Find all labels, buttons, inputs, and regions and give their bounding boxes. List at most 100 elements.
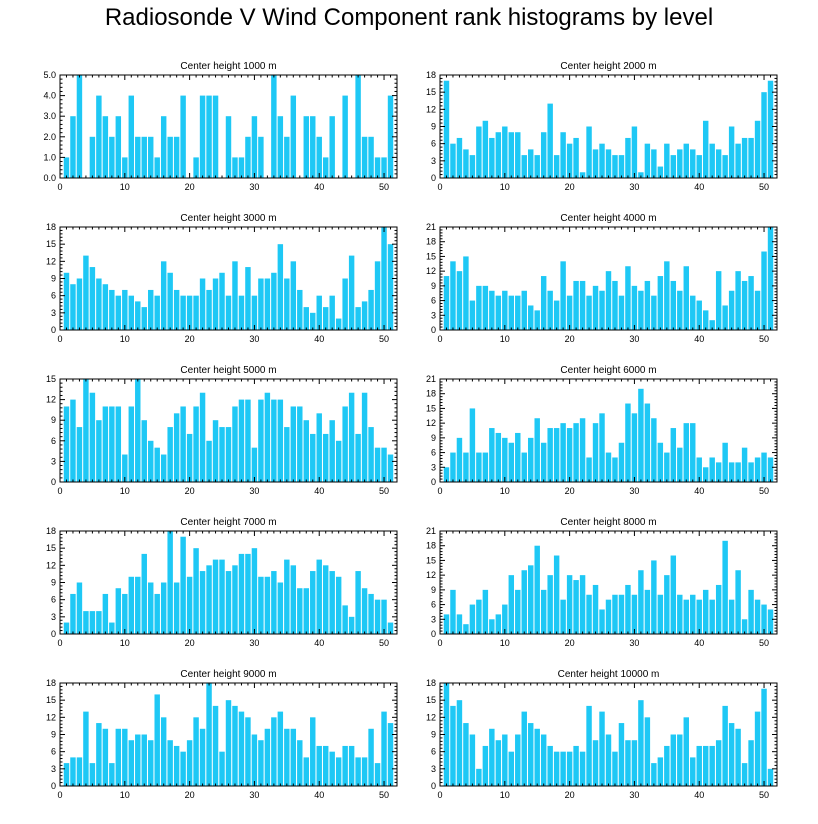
panel-title: Center height 6000 m	[560, 365, 656, 376]
histogram-bar	[683, 423, 689, 482]
histogram-bar	[284, 559, 290, 634]
histogram-bar	[741, 619, 748, 634]
x-tick-label: 20	[185, 486, 195, 496]
histogram-bar	[109, 289, 115, 330]
histogram-bar	[148, 740, 154, 786]
y-tick-label: 1.0	[43, 152, 56, 162]
histogram-bar	[322, 307, 329, 330]
histogram-bar	[348, 745, 355, 786]
histogram-bar	[154, 447, 160, 482]
histogram-bar	[547, 103, 553, 178]
histogram-bar	[463, 723, 469, 786]
histogram-bar	[160, 454, 167, 482]
histogram-bar	[193, 406, 199, 482]
histogram-bar	[631, 126, 638, 178]
histogram-bar	[355, 433, 361, 482]
histogram-bar	[534, 728, 540, 786]
histogram-bar	[258, 399, 264, 482]
histogram-bar	[715, 149, 722, 178]
histogram-bar	[683, 717, 689, 786]
panel-title: Center height 5000 m	[180, 365, 276, 376]
histogram-bar	[70, 284, 76, 330]
histogram-bar	[135, 379, 141, 482]
x-tick-label: 20	[185, 334, 195, 344]
histogram-bar	[322, 157, 329, 178]
histogram-bar	[502, 126, 508, 178]
histogram-bar	[361, 301, 368, 330]
x-tick-label: 0	[57, 182, 62, 192]
histogram-bar	[303, 757, 309, 786]
histogram-bar	[186, 740, 193, 786]
histogram-bar	[374, 599, 381, 634]
histogram-bar	[225, 116, 232, 178]
histogram-bar	[154, 295, 160, 330]
histogram-bar	[651, 763, 657, 786]
histogram-bar	[735, 271, 741, 330]
histogram-bar	[335, 576, 342, 634]
x-tick-label: 30	[629, 790, 639, 800]
histogram-bar	[625, 740, 631, 786]
x-tick-label: 30	[629, 638, 639, 648]
histogram-bar	[277, 399, 284, 482]
histogram-bar	[605, 452, 612, 482]
histogram-bar	[735, 462, 741, 482]
x-tick-label: 50	[759, 182, 769, 192]
histogram-bar	[761, 452, 767, 482]
histogram-bar	[310, 312, 316, 330]
histogram-bar	[469, 300, 476, 330]
histogram-bar	[754, 120, 761, 178]
histogram-bar	[664, 575, 670, 634]
histogram-bar	[199, 728, 206, 786]
histogram-bar	[566, 751, 573, 786]
histogram-bar	[361, 392, 368, 482]
histogram-bar	[508, 575, 515, 634]
histogram-bar	[664, 143, 670, 178]
panel-title: Center height 3000 m	[180, 213, 276, 224]
histogram-bar	[277, 582, 284, 634]
histogram-bar	[102, 406, 109, 482]
x-tick-label: 40	[314, 638, 324, 648]
histogram-bar	[63, 622, 70, 634]
histogram-bar	[109, 406, 115, 482]
y-tick-label: 18	[426, 541, 436, 551]
histogram-bar	[722, 155, 728, 178]
histogram-bar	[297, 406, 303, 482]
histogram-bar	[586, 705, 592, 786]
histogram-bar	[342, 605, 348, 634]
histogram-bar	[625, 137, 631, 178]
histogram-bar	[186, 576, 193, 634]
y-tick-label: 3	[431, 310, 436, 320]
x-tick-label: 40	[314, 790, 324, 800]
histogram-bar	[573, 745, 579, 786]
histogram-bar	[251, 116, 258, 178]
y-tick-label: 15	[426, 555, 436, 565]
histogram-bar	[586, 126, 592, 178]
histogram-bar	[329, 751, 335, 786]
histogram-bar	[173, 413, 180, 482]
histogram-bar	[83, 379, 89, 482]
histogram-bar	[387, 454, 394, 482]
histogram-bar	[310, 571, 316, 634]
histogram-bar	[322, 745, 329, 786]
histogram-bar	[605, 599, 612, 634]
histogram-bar	[310, 116, 316, 178]
histogram-bar	[212, 559, 219, 634]
histogram-bar	[238, 295, 245, 330]
histogram-bar	[767, 768, 774, 786]
histogram-bar	[670, 280, 677, 330]
x-tick-label: 30	[249, 638, 259, 648]
histogram-bar	[592, 285, 599, 330]
histogram-bar	[238, 711, 245, 786]
histogram-bar	[219, 427, 225, 482]
histogram-bar	[715, 584, 722, 634]
histogram-bar	[109, 763, 115, 786]
histogram-bar	[702, 120, 709, 178]
histogram-bar	[303, 116, 309, 178]
histogram-bar	[528, 305, 534, 330]
histogram-bar	[173, 582, 180, 634]
histogram-bar	[599, 290, 605, 330]
histogram-bar	[651, 418, 657, 482]
histogram-bar	[728, 290, 735, 330]
histogram-bar	[579, 172, 586, 178]
